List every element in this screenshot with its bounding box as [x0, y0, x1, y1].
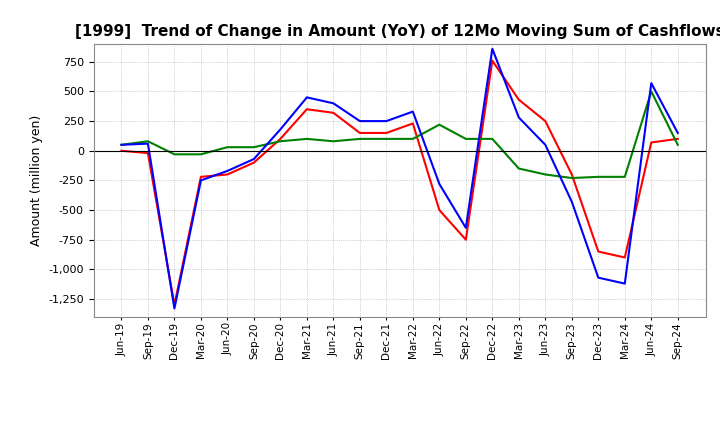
Free Cashflow: [143, 141, 152, 146]
Operating Cashflow: [170, 302, 179, 308]
Line: Free Cashflow: Free Cashflow: [122, 49, 678, 308]
Operating Cashflow: [541, 118, 549, 124]
Operating Cashflow: [329, 110, 338, 115]
Free Cashflow: [541, 142, 549, 147]
Free Cashflow: [488, 46, 497, 51]
Free Cashflow: [276, 127, 284, 132]
Y-axis label: Amount (million yen): Amount (million yen): [30, 115, 42, 246]
Free Cashflow: [329, 101, 338, 106]
Investing Cashflow: [356, 136, 364, 142]
Investing Cashflow: [250, 145, 258, 150]
Line: Operating Cashflow: Operating Cashflow: [122, 61, 678, 305]
Free Cashflow: [435, 181, 444, 187]
Free Cashflow: [673, 130, 682, 136]
Investing Cashflow: [673, 142, 682, 147]
Free Cashflow: [170, 306, 179, 311]
Investing Cashflow: [302, 136, 311, 142]
Operating Cashflow: [673, 136, 682, 142]
Operating Cashflow: [302, 106, 311, 112]
Operating Cashflow: [567, 172, 576, 177]
Investing Cashflow: [621, 174, 629, 180]
Operating Cashflow: [621, 255, 629, 260]
Free Cashflow: [382, 118, 391, 124]
Investing Cashflow: [567, 176, 576, 181]
Investing Cashflow: [594, 174, 603, 180]
Investing Cashflow: [408, 136, 417, 142]
Free Cashflow: [594, 275, 603, 280]
Free Cashflow: [223, 168, 232, 173]
Investing Cashflow: [170, 152, 179, 157]
Investing Cashflow: [647, 89, 656, 94]
Operating Cashflow: [382, 130, 391, 136]
Investing Cashflow: [435, 122, 444, 127]
Free Cashflow: [197, 178, 205, 183]
Operating Cashflow: [408, 121, 417, 126]
Operating Cashflow: [647, 140, 656, 145]
Investing Cashflow: [197, 152, 205, 157]
Operating Cashflow: [594, 249, 603, 254]
Free Cashflow: [567, 199, 576, 205]
Free Cashflow: [621, 281, 629, 286]
Free Cashflow: [117, 142, 126, 147]
Free Cashflow: [408, 109, 417, 114]
Operating Cashflow: [435, 207, 444, 213]
Operating Cashflow: [197, 174, 205, 180]
Operating Cashflow: [117, 148, 126, 154]
Operating Cashflow: [250, 160, 258, 165]
Free Cashflow: [356, 118, 364, 124]
Investing Cashflow: [329, 139, 338, 144]
Free Cashflow: [647, 81, 656, 86]
Investing Cashflow: [382, 136, 391, 142]
Investing Cashflow: [462, 136, 470, 142]
Free Cashflow: [515, 115, 523, 120]
Investing Cashflow: [143, 139, 152, 144]
Investing Cashflow: [276, 139, 284, 144]
Title: [1999]  Trend of Change in Amount (YoY) of 12Mo Moving Sum of Cashflows: [1999] Trend of Change in Amount (YoY) o…: [75, 24, 720, 39]
Investing Cashflow: [488, 136, 497, 142]
Operating Cashflow: [356, 130, 364, 136]
Free Cashflow: [250, 156, 258, 161]
Operating Cashflow: [462, 237, 470, 242]
Operating Cashflow: [488, 58, 497, 63]
Operating Cashflow: [276, 136, 284, 142]
Investing Cashflow: [223, 145, 232, 150]
Investing Cashflow: [515, 166, 523, 171]
Free Cashflow: [302, 95, 311, 100]
Line: Investing Cashflow: Investing Cashflow: [122, 92, 678, 178]
Investing Cashflow: [541, 172, 549, 177]
Operating Cashflow: [143, 150, 152, 156]
Operating Cashflow: [515, 97, 523, 103]
Investing Cashflow: [117, 142, 126, 147]
Free Cashflow: [462, 225, 470, 231]
Operating Cashflow: [223, 172, 232, 177]
